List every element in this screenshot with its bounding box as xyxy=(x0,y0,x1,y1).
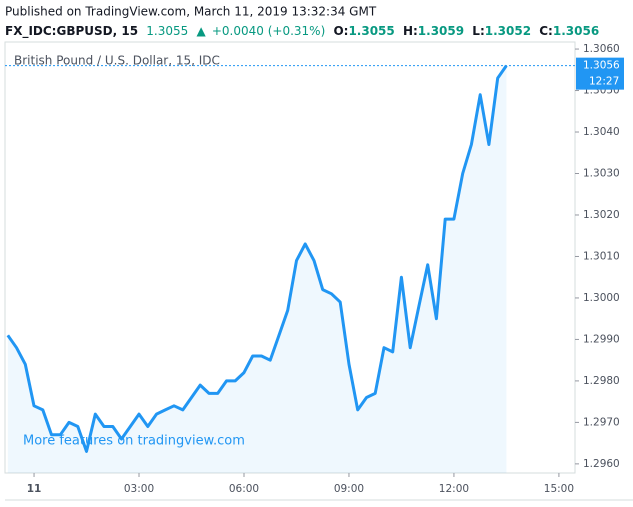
published-note: Published on TradingView.com, March 11, … xyxy=(5,5,377,19)
x-tick-label: 11 xyxy=(27,483,42,495)
ohlc-value: 1.3055 xyxy=(348,24,394,38)
last-price-label: 1.3056 xyxy=(583,60,620,72)
change-arrow: ▲ xyxy=(196,24,206,38)
area-fill xyxy=(7,65,507,473)
x-tick-label: 15:00 xyxy=(544,483,574,495)
y-tick-label: 1.2980 xyxy=(583,375,620,387)
symbol-line: FX_IDC:GBPUSD, 15 1.3055 ▲ +0.0040 (+0.3… xyxy=(5,24,599,39)
y-tick-label: 1.2990 xyxy=(583,333,620,345)
ohlc-value: 1.3059 xyxy=(418,24,464,38)
last-price-box xyxy=(576,57,624,90)
ohlc-label: L: xyxy=(472,24,484,38)
symbol: FX_IDC:GBPUSD, 15 xyxy=(5,24,138,39)
y-tick-label: 1.3030 xyxy=(583,167,620,179)
price-line xyxy=(6,64,508,453)
y-tick-label: 1.2960 xyxy=(583,458,620,470)
y-tick-label: 1.3040 xyxy=(583,126,620,138)
ohlc-label: H: xyxy=(403,24,418,38)
y-tick-label: 1.3000 xyxy=(583,292,620,304)
y-tick-label: 1.3020 xyxy=(583,209,620,221)
ohlc-value: 1.3052 xyxy=(485,24,531,38)
chart-title: British Pound / U.S. Dollar, 15, IDC xyxy=(14,54,220,68)
watermark: More features on tradingview.com xyxy=(23,434,245,449)
ohlc-value: 1.3056 xyxy=(553,24,599,38)
ohlc-label: C: xyxy=(539,24,553,38)
y-tick-label: 1.3060 xyxy=(583,43,620,55)
y-tick-label: 1.3010 xyxy=(583,250,620,262)
x-tick-label: 06:00 xyxy=(229,483,259,495)
plot-frame xyxy=(4,41,576,474)
ohlc-label: O: xyxy=(333,24,348,38)
countdown: 12:27 xyxy=(589,76,619,88)
price: 1.3055 xyxy=(146,24,188,38)
y-tick-label: 1.2970 xyxy=(583,416,620,428)
x-tick-label: 12:00 xyxy=(439,483,469,495)
change: +0.0040 (+0.31%) xyxy=(212,24,325,38)
x-tick-label: 09:00 xyxy=(334,483,364,495)
x-tick-label: 03:00 xyxy=(124,483,154,495)
